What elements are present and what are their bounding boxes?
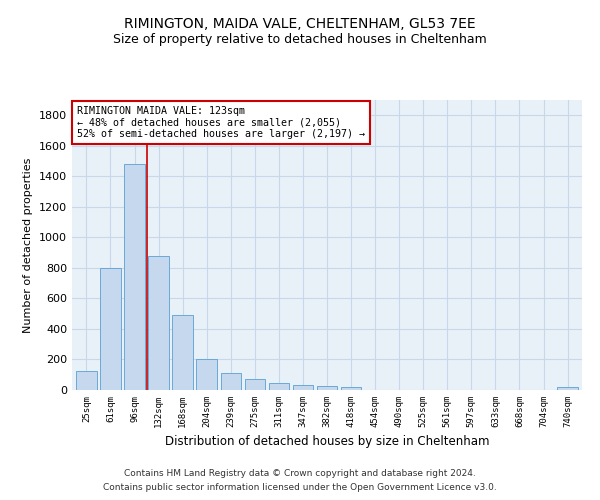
Text: Contains public sector information licensed under the Open Government Licence v3: Contains public sector information licen… [103, 484, 497, 492]
Bar [269, 382, 289, 390]
Y-axis label: Number of detached properties: Number of detached properties [23, 158, 34, 332]
X-axis label: Distribution of detached houses by size in Cheltenham: Distribution of detached houses by size … [165, 436, 489, 448]
Bar [148, 256, 169, 390]
Bar [196, 358, 217, 390]
Bar [172, 315, 193, 390]
Text: Contains HM Land Registry data © Crown copyright and database right 2024.: Contains HM Land Registry data © Crown c… [124, 468, 476, 477]
Text: RIMINGTON, MAIDA VALE, CHELTENHAM, GL53 7EE: RIMINGTON, MAIDA VALE, CHELTENHAM, GL53 … [124, 18, 476, 32]
Bar [317, 386, 337, 390]
Bar [76, 371, 97, 390]
Bar [293, 384, 313, 390]
Bar [245, 380, 265, 390]
Bar [341, 387, 361, 390]
Bar [100, 268, 121, 390]
Bar [221, 373, 241, 390]
Text: RIMINGTON MAIDA VALE: 123sqm
← 48% of detached houses are smaller (2,055)
52% of: RIMINGTON MAIDA VALE: 123sqm ← 48% of de… [77, 106, 365, 139]
Text: Size of property relative to detached houses in Cheltenham: Size of property relative to detached ho… [113, 32, 487, 46]
Bar [124, 164, 145, 390]
Bar [557, 388, 578, 390]
